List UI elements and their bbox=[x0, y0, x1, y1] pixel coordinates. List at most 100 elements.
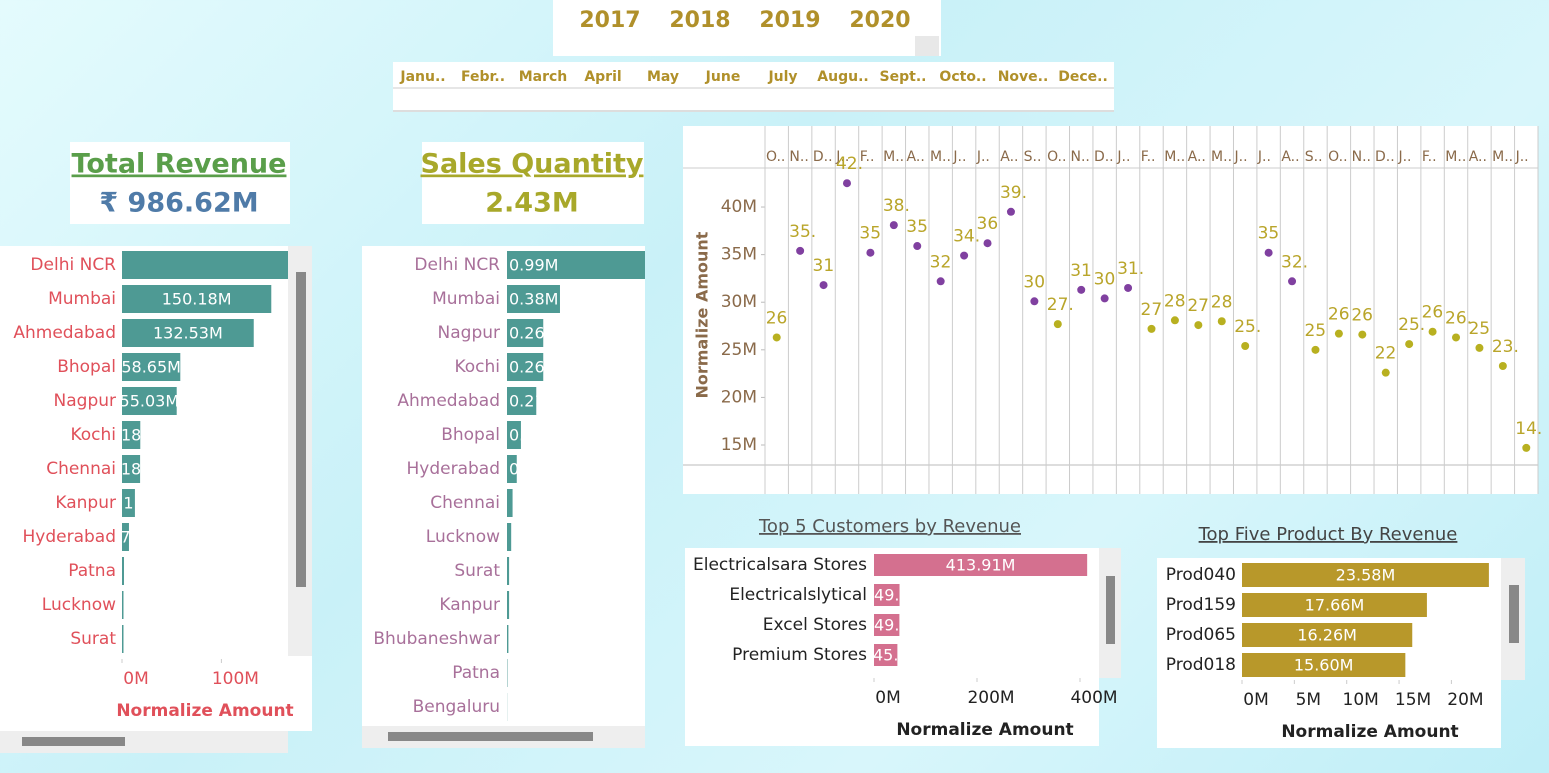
category-label: Bhopal bbox=[57, 357, 116, 377]
month-filter[interactable]: Dece.. bbox=[1058, 69, 1108, 85]
month-filter[interactable]: April bbox=[584, 69, 621, 85]
point bbox=[1498, 362, 1507, 370]
x-tick-label: 0M bbox=[123, 669, 148, 689]
category-label: Prod159 bbox=[1166, 595, 1236, 615]
x-tick-label: J.. bbox=[952, 149, 966, 165]
value-label: 0.26M bbox=[509, 358, 558, 377]
value-label: 31 bbox=[1070, 261, 1092, 281]
x-tick-label: 100M bbox=[212, 669, 259, 689]
value-label: 14. bbox=[1515, 419, 1542, 439]
month-filter[interactable]: Sept.. bbox=[880, 69, 927, 85]
x-tick-label: M.. bbox=[1211, 149, 1232, 165]
year-filter[interactable]: 2019 bbox=[759, 8, 820, 33]
category-label: Mumbai bbox=[432, 289, 500, 309]
bar bbox=[874, 614, 900, 636]
value-label: 0. bbox=[509, 426, 524, 445]
month-filter[interactable]: Octo.. bbox=[939, 69, 986, 85]
year-filter[interactable]: 2017 bbox=[579, 8, 640, 33]
value-label: 132.53M bbox=[153, 324, 223, 343]
month-filter[interactable]: July bbox=[767, 69, 797, 85]
x-tick-label: A.. bbox=[907, 149, 925, 165]
category-label: Nagpur bbox=[438, 323, 500, 343]
point bbox=[796, 246, 805, 255]
bar bbox=[507, 251, 645, 279]
point bbox=[1077, 285, 1086, 294]
x-tick-label: J.. bbox=[1233, 149, 1247, 165]
plot-area: Electricalsara Stores 413.91M Electricalsl… bbox=[693, 554, 1088, 666]
month-filter[interactable]: Janu.. bbox=[399, 69, 445, 85]
scrollbar-thumb[interactable] bbox=[296, 272, 306, 587]
point bbox=[1053, 320, 1062, 329]
kpi-title: Sales Quantity bbox=[421, 149, 644, 180]
x-tick-label: M.. bbox=[1492, 149, 1513, 165]
bar bbox=[1242, 593, 1427, 617]
bar bbox=[122, 285, 272, 313]
category-label: Delhi NCR bbox=[30, 255, 116, 275]
value-label: 18 bbox=[121, 426, 141, 445]
month-filter[interactable]: June bbox=[705, 69, 741, 85]
value-label: 23. bbox=[1492, 337, 1519, 357]
year-filter[interactable]: 2018 bbox=[669, 8, 730, 33]
scrollbar-thumb[interactable] bbox=[388, 732, 593, 741]
value-label: 49. bbox=[874, 586, 899, 605]
month-filter[interactable]: Augu.. bbox=[817, 69, 868, 85]
category-label: Patna bbox=[452, 663, 500, 683]
x-tick-label: J.. bbox=[1257, 149, 1271, 165]
value-label: 27 bbox=[1141, 300, 1163, 320]
value-label: 32. bbox=[1281, 252, 1308, 272]
month-filter[interactable]: Febr.. bbox=[461, 69, 505, 85]
value-label: 26 bbox=[1422, 303, 1444, 323]
bar bbox=[507, 591, 510, 619]
bar bbox=[122, 625, 124, 653]
category-label: Lucknow bbox=[426, 527, 500, 547]
value-label: 18 bbox=[121, 460, 141, 479]
category-label: Excel Stores bbox=[763, 615, 867, 635]
point bbox=[1288, 277, 1297, 286]
month-filter[interactable]: May bbox=[647, 69, 679, 85]
y-tick-label: 20M bbox=[721, 387, 757, 407]
point bbox=[1241, 342, 1250, 351]
scrollbar-thumb[interactable] bbox=[1106, 576, 1115, 644]
year-filter[interactable]: 2020 bbox=[849, 8, 910, 33]
month-filter[interactable]: March bbox=[519, 69, 568, 85]
month-filter[interactable]: Nove.. bbox=[998, 69, 1049, 85]
point bbox=[1381, 368, 1390, 377]
value-label: 15.60M bbox=[1294, 656, 1354, 675]
category-label: Ahmedabad bbox=[13, 323, 116, 343]
x-tick-label: O.. bbox=[1328, 149, 1347, 165]
scrollbar-thumb[interactable] bbox=[1509, 585, 1519, 643]
bar bbox=[507, 319, 544, 347]
bar bbox=[1242, 563, 1489, 587]
value-label: 35. bbox=[789, 222, 816, 242]
chart-panel bbox=[362, 246, 645, 726]
kpi-panel bbox=[70, 142, 290, 224]
x-tick-label: J.. bbox=[1116, 149, 1130, 165]
kpi-title: Total Revenue bbox=[72, 149, 287, 180]
point bbox=[819, 281, 828, 290]
value-label: 7 bbox=[120, 528, 130, 547]
category-label: Hyderabad bbox=[23, 527, 117, 547]
value-label: 35 bbox=[1258, 224, 1280, 244]
point bbox=[936, 277, 945, 286]
scrollbar[interactable] bbox=[0, 731, 288, 753]
point bbox=[889, 221, 898, 230]
x-tick-label: D.. bbox=[813, 149, 833, 165]
bar bbox=[507, 557, 510, 585]
x-tick-label: 0M bbox=[1243, 690, 1268, 710]
value-label: 26 bbox=[1351, 306, 1373, 326]
bar bbox=[874, 554, 1088, 576]
category-label: Mumbai bbox=[48, 289, 116, 309]
bar bbox=[507, 625, 509, 653]
x-axis-label: Normalize Amount bbox=[896, 720, 1073, 740]
value-label: 26 bbox=[766, 308, 788, 328]
scrollbar-thumb[interactable] bbox=[22, 737, 125, 746]
category-label: Prod065 bbox=[1166, 625, 1236, 645]
x-tick-label: M.. bbox=[930, 149, 951, 165]
value-label: 27 bbox=[1187, 296, 1209, 316]
bar bbox=[507, 455, 517, 483]
bar bbox=[122, 523, 129, 551]
value-label: 28 bbox=[1164, 291, 1186, 311]
bar bbox=[122, 557, 124, 585]
category-label: Hyderabad bbox=[407, 459, 501, 479]
value-label: 0.21 bbox=[509, 392, 545, 411]
